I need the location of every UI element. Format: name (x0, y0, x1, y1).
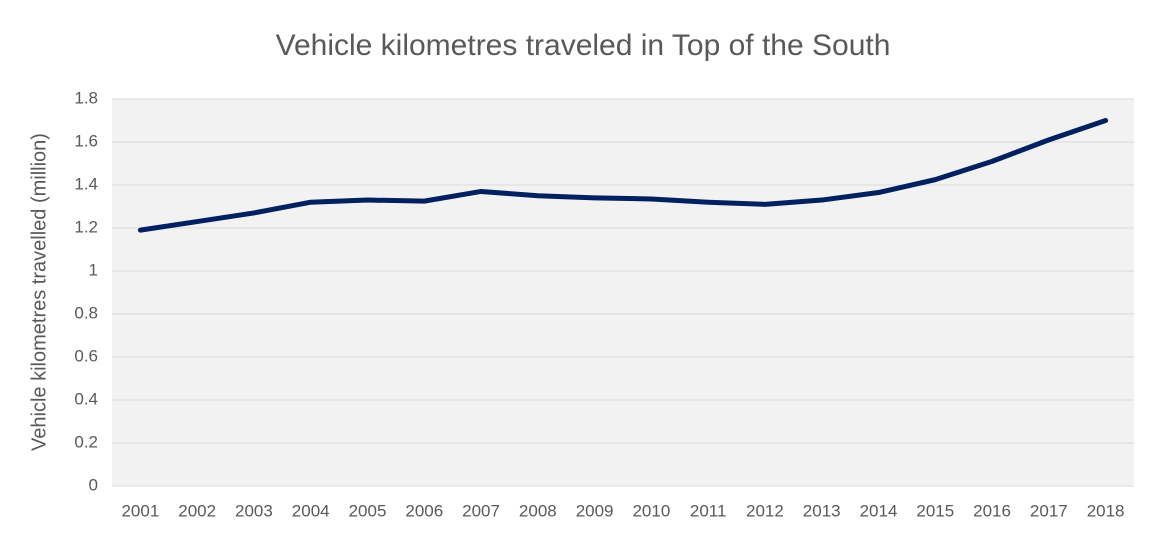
x-tick-label: 2014 (860, 501, 898, 520)
x-tick-label: 2007 (462, 501, 500, 520)
plot-area (112, 99, 1134, 486)
y-tick-label: 1.6 (74, 131, 98, 150)
x-tick-label: 2008 (519, 501, 557, 520)
x-tick-label: 2002 (178, 501, 216, 520)
y-tick-label: 0.2 (74, 432, 98, 451)
y-axis-label: Vehicle kilometres travelled (million) (28, 133, 50, 451)
x-tick-label: 2017 (1030, 501, 1068, 520)
x-tick-label: 2004 (292, 501, 330, 520)
y-tick-label: 1.4 (74, 174, 98, 193)
y-tick-label: 0.4 (74, 389, 98, 408)
x-tick-label: 2001 (121, 501, 159, 520)
data-line (137, 118, 1109, 233)
x-tick-label: 2015 (916, 501, 954, 520)
x-tick-label: 2011 (690, 501, 727, 520)
y-tick-label: 1.2 (74, 217, 98, 236)
x-tick-label: 2009 (576, 501, 614, 520)
x-tick-label: 2012 (746, 501, 784, 520)
y-tick-label: 0 (89, 475, 98, 494)
x-tick-label: 2016 (973, 501, 1011, 520)
y-tick-label: 1.8 (74, 88, 98, 107)
x-tick-label: 2005 (349, 501, 387, 520)
x-tick-label: 2018 (1087, 501, 1125, 520)
chart-title: Vehicle kilometres traveled in Top of th… (276, 29, 891, 62)
x-tick-label: 2010 (632, 501, 670, 520)
y-tick-label: 1 (89, 260, 98, 279)
y-tick-label: 0.6 (74, 346, 98, 365)
y-tick-label: 0.8 (74, 303, 98, 322)
x-tick-label: 2003 (235, 501, 273, 520)
x-tick-label: 2006 (405, 501, 443, 520)
x-tick-label: 2013 (803, 501, 841, 520)
